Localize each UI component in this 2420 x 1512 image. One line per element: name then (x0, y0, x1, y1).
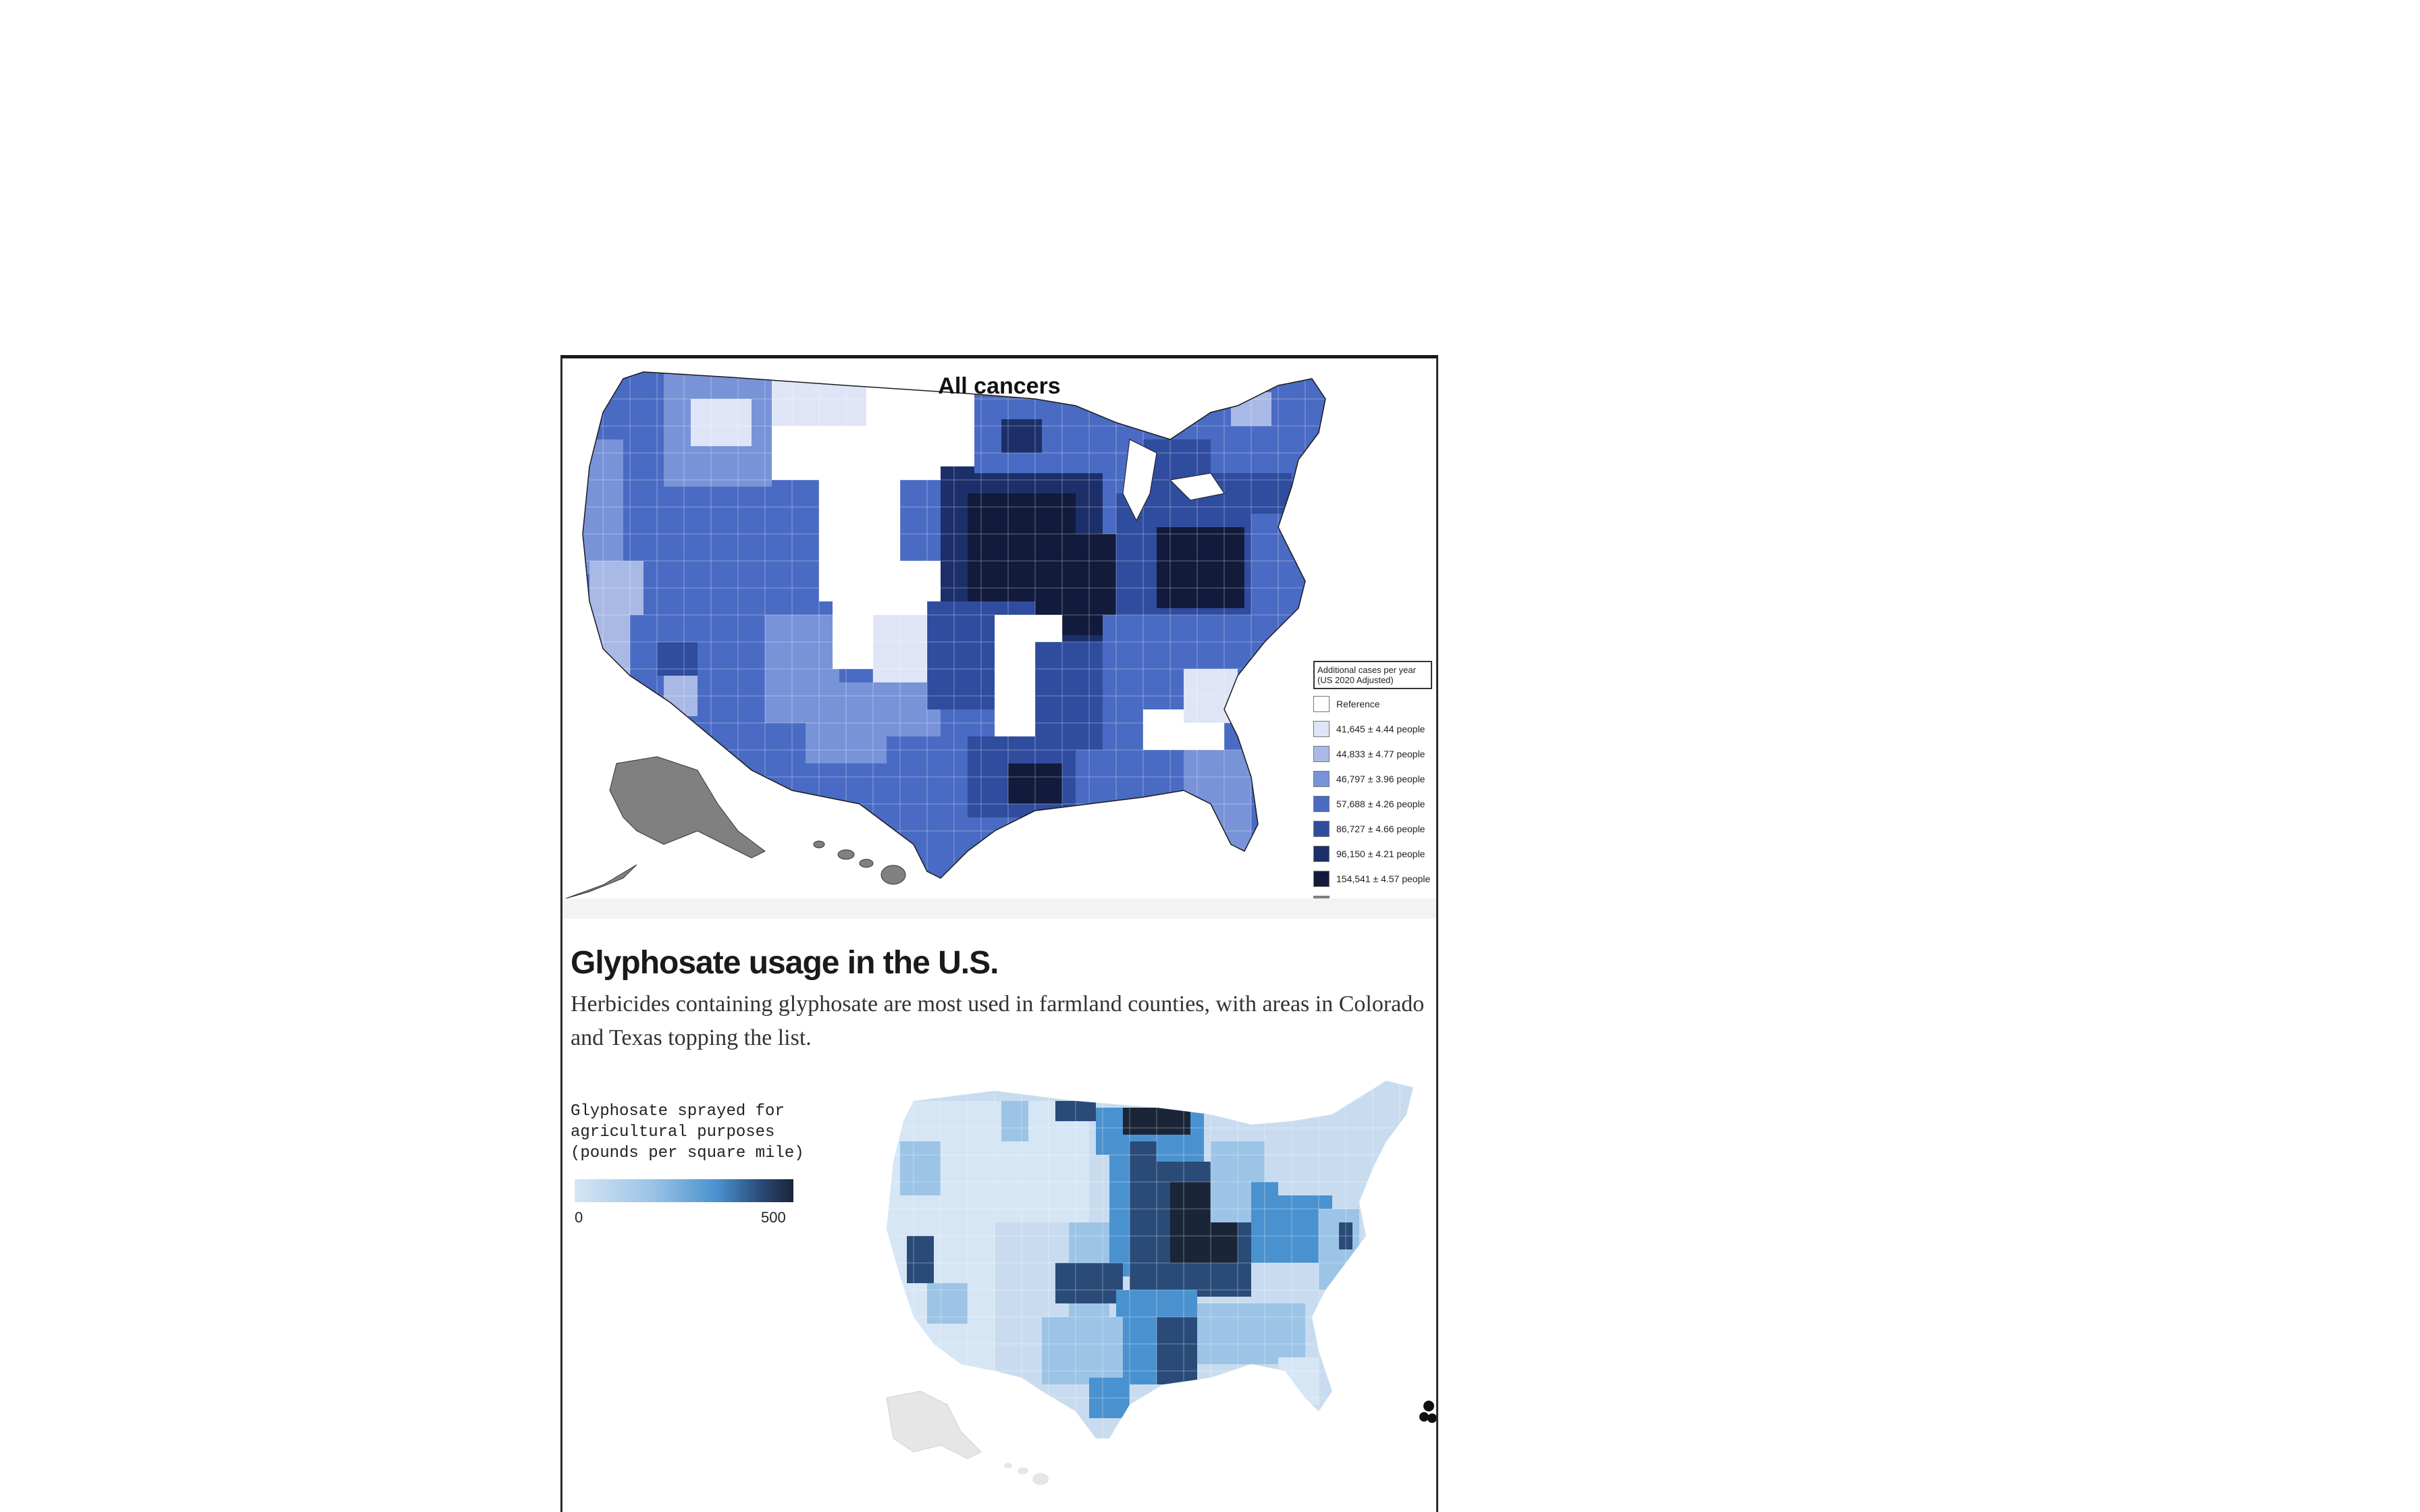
cancer-legend-item: 96,150 ± 4.21 people (1313, 846, 1425, 862)
glyphosate-subtitle: Herbicides containing glyphosate are mos… (571, 992, 1425, 1050)
great-lake (1169, 473, 1225, 501)
glyphosate-legend-gradient (575, 1179, 793, 1202)
glyphosate-map-counties (887, 1081, 1413, 1438)
alaska-shape-glyphosate (886, 1390, 982, 1459)
panel-divider (562, 898, 1436, 919)
cancer-legend-title-line1: Additional cases per year (1317, 665, 1416, 675)
cancer-legend-label: 44,833 ± 4.77 people (1336, 749, 1425, 759)
cancer-legend-swatch (1313, 721, 1330, 737)
cancer-legend-swatch (1313, 871, 1330, 887)
cancer-legend-title: Additional cases per year (US 2020 Adjus… (1313, 661, 1432, 689)
cancer-map-title: All cancers (938, 373, 1061, 399)
cancer-legend-label: 41,645 ± 4.44 people (1336, 724, 1425, 734)
glyphosate-legend-max: 500 (761, 1209, 786, 1226)
cancer-legend-swatch (1313, 796, 1330, 812)
us-outline (582, 371, 1326, 879)
cancer-legend-item: 154,541 ± 4.57 people (1313, 871, 1430, 887)
cancer-legend-label: 57,688 ± 4.26 people (1336, 799, 1425, 809)
cancer-map-counties (583, 372, 1325, 878)
cancer-legend-item: Reference (1313, 696, 1380, 712)
cancer-legend-swatch (1313, 696, 1330, 712)
cancer-legend-label: Reference (1336, 699, 1380, 709)
cancer-legend-item: 41,645 ± 4.44 people (1313, 721, 1425, 737)
alaska-shape (609, 756, 766, 859)
glyphosate-title: Glyphosate usage in the U.S. (571, 945, 999, 981)
cancer-choropleth-map (565, 371, 1326, 899)
cancer-legend-swatch (1313, 771, 1330, 787)
cancer-map-panel: All cancers Additional cases per year (U… (562, 358, 1436, 912)
cancer-legend-item: 86,727 ± 4.66 people (1313, 821, 1425, 837)
great-lake (1122, 439, 1157, 522)
cancer-legend-swatch (1313, 746, 1330, 762)
cancer-map-county-lines (583, 372, 1325, 878)
hawaii-shape (813, 840, 906, 885)
glyphosate-choropleth-map (886, 1081, 1413, 1485)
cancer-legend-label: 96,150 ± 4.21 people (1336, 848, 1425, 859)
cancer-legend-item: 57,688 ± 4.26 people (1313, 796, 1425, 812)
cancer-legend-title-line2: (US 2020 Adjusted) (1317, 675, 1394, 685)
cancer-legend-item: 46,797 ± 3.96 people (1313, 771, 1425, 787)
glyphosate-legend-min: 0 (575, 1209, 583, 1226)
aleutian-islands (565, 864, 637, 899)
cancer-legend-swatch (1313, 846, 1330, 862)
publisher-logo (1419, 1401, 1436, 1423)
cancer-legend-label: 154,541 ± 4.57 people (1336, 873, 1431, 884)
hawaii-shape-glyphosate (1004, 1463, 1049, 1485)
cancer-legend-label: 86,727 ± 4.66 people (1336, 824, 1425, 834)
cancer-legend-swatch (1313, 821, 1330, 837)
glyphosate-legend-title: Glyphosate sprayed for agricultural purp… (571, 1102, 804, 1162)
figure-frame: All cancers Additional cases per year (U… (560, 355, 1438, 1512)
glyphosate-map-county-lines (887, 1081, 1413, 1438)
cancer-legend-label: 46,797 ± 3.96 people (1336, 774, 1425, 784)
cancer-legend-item: 44,833 ± 4.77 people (1313, 746, 1425, 762)
